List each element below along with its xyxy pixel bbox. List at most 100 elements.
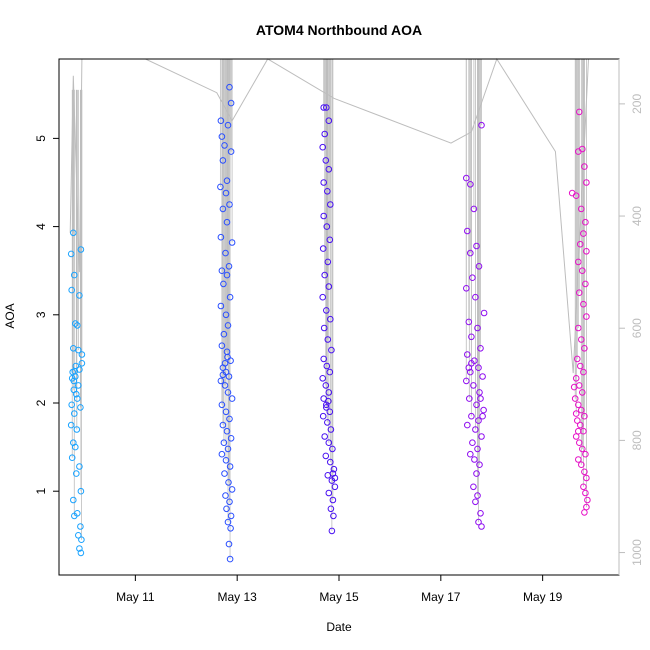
data-point: [583, 313, 590, 320]
data-point: [581, 412, 588, 420]
data-point: [475, 417, 482, 424]
data-point: [227, 148, 235, 155]
data-point: [218, 267, 226, 275]
data-point: [572, 192, 580, 199]
data-point: [323, 401, 330, 409]
data-point: [582, 280, 589, 288]
data-point: [470, 205, 478, 213]
data-point: [478, 523, 485, 530]
data-point: [472, 498, 479, 506]
data-point: [320, 355, 328, 363]
data-point: [220, 280, 227, 288]
data-point: [227, 512, 235, 520]
data-point: [463, 377, 470, 385]
data-point: [223, 427, 231, 435]
data-point: [67, 250, 75, 258]
data-point: [582, 450, 589, 458]
data-point: [575, 148, 582, 155]
data-point: [217, 183, 224, 191]
data-point: [479, 412, 486, 420]
data-point: [331, 483, 339, 491]
data-point: [479, 373, 486, 380]
data-point: [322, 382, 330, 389]
data-point: [474, 445, 481, 453]
data-point: [219, 157, 227, 164]
data-point: [581, 468, 588, 476]
data-point: [331, 474, 339, 482]
data-point: [224, 445, 232, 453]
data-point: [581, 163, 588, 170]
data-point: [217, 117, 225, 124]
data-point: [323, 104, 330, 111]
data-point: [223, 218, 231, 226]
data-point: [226, 498, 233, 506]
data-point: [473, 401, 480, 409]
data-point: [323, 223, 331, 230]
data-point: [219, 371, 227, 379]
data-point: [324, 258, 332, 266]
data-point: [322, 452, 330, 460]
data-point: [220, 330, 228, 338]
x-axis-label: Date: [326, 620, 352, 634]
data-point: [226, 463, 234, 470]
data-point: [72, 320, 79, 327]
data-point: [226, 555, 234, 563]
data-point: [71, 512, 78, 520]
data-point: [226, 83, 233, 91]
chart-title: ATOM4 Northbound AOA: [256, 22, 422, 38]
y-tick-label: 1: [34, 488, 48, 495]
data-point: [224, 121, 232, 129]
data-point: [478, 433, 485, 440]
x-tick-label: May 17: [421, 590, 461, 604]
data-point: [220, 439, 228, 447]
data-point: [473, 242, 480, 250]
data-point: [77, 549, 85, 557]
data-point: [224, 322, 232, 329]
right-tick-label: 1000: [630, 539, 644, 566]
data-point: [576, 108, 583, 116]
data-point: [227, 435, 235, 442]
data-point: [74, 395, 81, 402]
data-point: [320, 179, 328, 186]
right-tick-label: 400: [630, 206, 644, 226]
data-point: [467, 450, 474, 458]
data-point: [327, 458, 334, 466]
data-point: [319, 293, 327, 301]
data-point: [227, 525, 234, 532]
data-point: [466, 395, 473, 402]
data-point: [571, 395, 579, 402]
data-point: [581, 509, 588, 516]
data-point: [470, 382, 477, 389]
data-point: [326, 236, 334, 244]
data-point: [222, 457, 230, 464]
data-point: [219, 205, 227, 213]
data-point: [70, 496, 77, 504]
data-point: [225, 479, 232, 486]
data-point: [583, 248, 590, 255]
data-point: [324, 336, 332, 343]
data-point: [222, 249, 229, 257]
data-point: [218, 401, 226, 409]
y-axis-label: AOA: [3, 303, 17, 328]
data-point: [217, 377, 225, 385]
data-point: [474, 324, 481, 332]
data-point: [469, 439, 476, 447]
data-point: [582, 489, 589, 497]
data-point: [476, 389, 483, 396]
data-point: [577, 421, 584, 429]
data-point: [325, 283, 333, 290]
data-point: [325, 439, 333, 447]
data-point: [467, 181, 474, 188]
data-point: [76, 463, 83, 470]
data-point: [224, 389, 232, 396]
x-tick-label: May 19: [523, 590, 563, 604]
data-point: [68, 401, 75, 409]
data-point: [574, 417, 581, 424]
data-point: [319, 375, 327, 382]
data-point: [73, 390, 80, 398]
aoa-points: [67, 83, 591, 563]
depth-line: [69, 57, 589, 374]
data-point: [575, 456, 582, 463]
data-point: [579, 445, 586, 453]
data-point: [319, 245, 327, 252]
